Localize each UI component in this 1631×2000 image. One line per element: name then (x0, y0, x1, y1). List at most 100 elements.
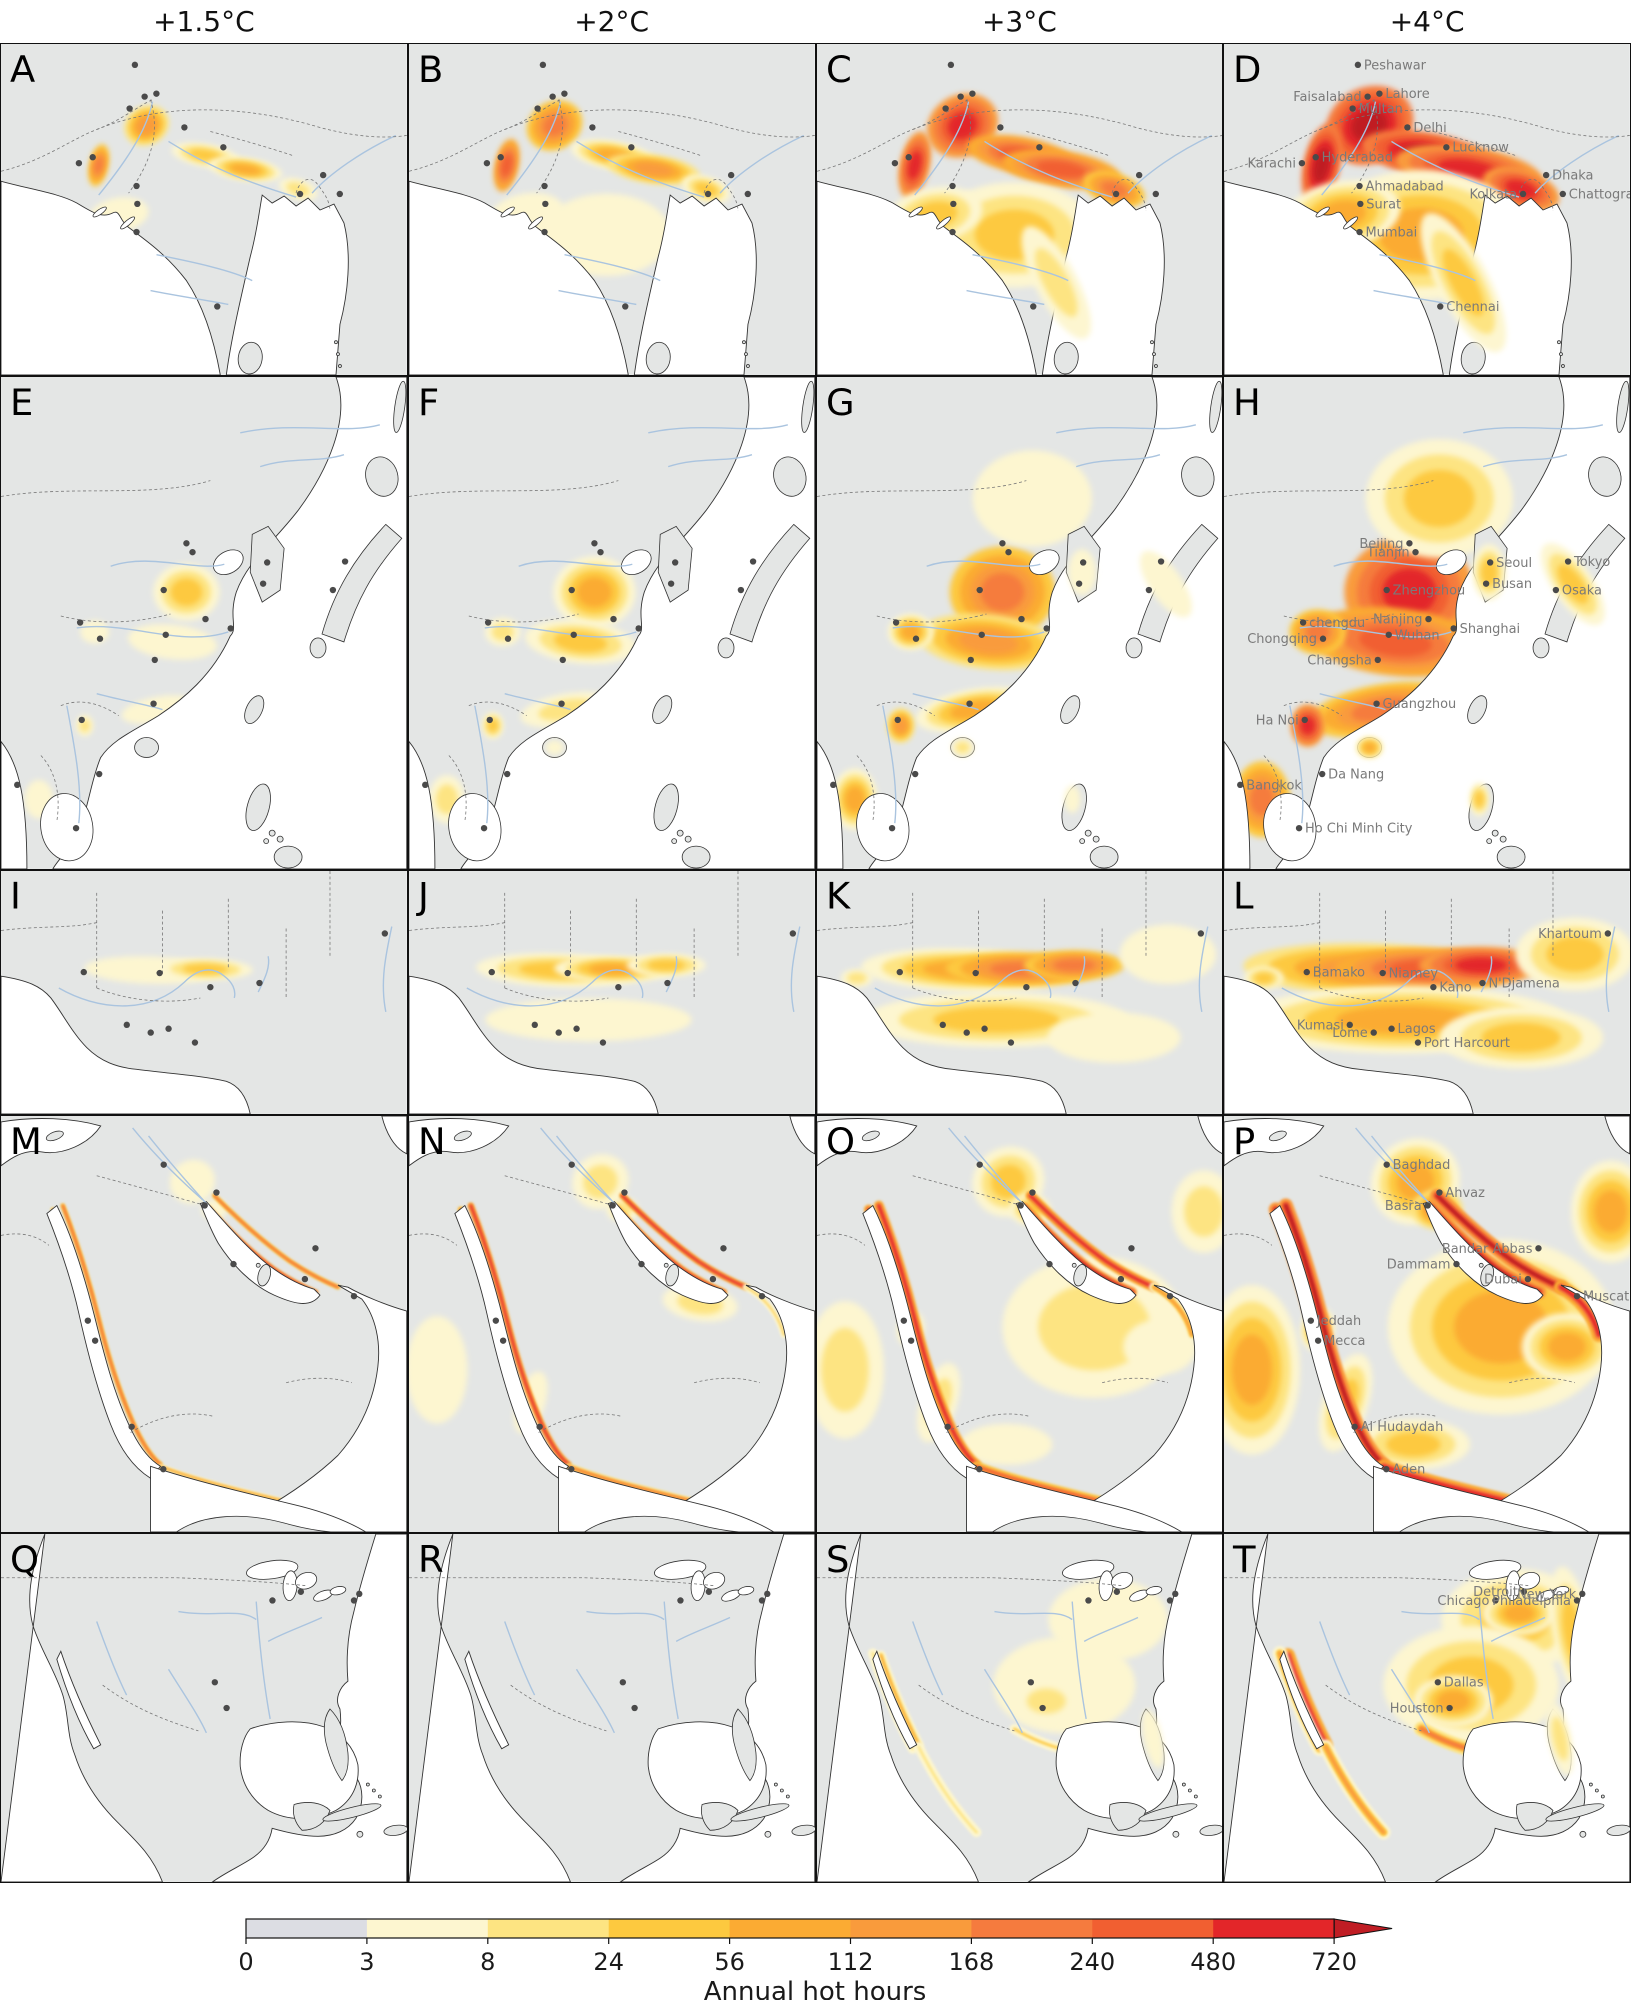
panel-T: Detroit New York Chicago Philadelphia Dallas… (1223, 1533, 1631, 1883)
city-dot (975, 1465, 982, 1473)
city-label: Dubai (1484, 1273, 1522, 1288)
city-dot (737, 586, 744, 594)
city-dot (1113, 1588, 1120, 1595)
city-dot (1604, 930, 1612, 937)
city-dot (905, 154, 912, 161)
city-dot (1045, 1260, 1053, 1268)
city-dot (227, 625, 234, 632)
city-dot (1385, 631, 1393, 638)
city-dot (1346, 1021, 1354, 1028)
panel-letter: T (1232, 1538, 1256, 1581)
city-dot (1437, 303, 1444, 310)
city-dot (947, 61, 954, 69)
city-dot (1300, 619, 1307, 626)
city-dot (541, 182, 548, 190)
city-dot (1364, 93, 1372, 100)
city-dot (704, 190, 711, 198)
city-dot (131, 61, 139, 69)
city-dot (1524, 1275, 1532, 1283)
city-dot (1383, 1465, 1390, 1473)
city-label: Al Hudaydah (1361, 1420, 1444, 1435)
city-label: Dammam (1387, 1258, 1451, 1273)
panel-letter: Q (10, 1538, 39, 1581)
city-dot (1434, 1679, 1442, 1686)
city-dot (84, 1317, 92, 1324)
city-dot (888, 824, 895, 832)
city-dot (1079, 559, 1086, 566)
column-title-3: +3°C (981, 5, 1057, 38)
city-dot (211, 1679, 219, 1686)
city-dot (1022, 983, 1030, 991)
city-label: Hyderabad (1322, 151, 1393, 166)
city-dot (1354, 61, 1362, 69)
city-dot (664, 979, 671, 987)
city-label: Jeddah (1316, 1314, 1361, 1329)
city-dot (621, 303, 629, 310)
city-dot (590, 540, 598, 547)
city-label: Lagos (1398, 1022, 1436, 1037)
city-dot (504, 635, 511, 642)
colorbar-segment (608, 1919, 731, 1938)
city-label: Karachi (1248, 157, 1296, 172)
city-label: Ho Chi Minh City (1305, 822, 1413, 837)
column-title-4: +4°C (1389, 5, 1465, 38)
city-dot (976, 1161, 983, 1168)
city-dot (80, 968, 87, 976)
city-dot (996, 124, 1004, 131)
colorbar-segment (729, 1919, 851, 1938)
city-dot (263, 559, 271, 566)
city-label: Houston (1390, 1701, 1444, 1716)
panel-P: Baghdad Ahvaz Basra Bandar Abbas Dammam Dubai… (1223, 1115, 1631, 1533)
panel-O: O (815, 1115, 1224, 1533)
city-dot (1404, 124, 1411, 131)
panel-letter: G (825, 381, 854, 424)
city-label: Guangzhou (1383, 697, 1457, 712)
city-dot (220, 144, 227, 151)
city-dot (1303, 968, 1311, 976)
panel-letter: B (418, 48, 443, 91)
city-label: Ahvaz (1446, 1186, 1486, 1201)
panel-C: C (815, 43, 1224, 376)
city-dot (1152, 190, 1159, 198)
city-dot (214, 303, 221, 310)
city-label: New York (1517, 1587, 1577, 1602)
panel-letter: N (418, 1120, 446, 1163)
colorbar-segment (366, 1919, 489, 1938)
city-dot (181, 124, 188, 131)
city-label: Wuhan (1395, 628, 1440, 643)
city-dot (1406, 540, 1413, 547)
city-dot (1492, 1597, 1499, 1604)
city-dot (1035, 144, 1043, 151)
city-dot (14, 781, 21, 789)
city-dot (677, 1597, 684, 1604)
city-label: Lome (1333, 1026, 1369, 1041)
city-dot (965, 700, 973, 707)
city-dot (350, 1597, 358, 1604)
city-dot (1127, 1245, 1135, 1252)
city-dot (998, 540, 1006, 547)
city-dot (1145, 586, 1152, 594)
city-dot (1453, 1260, 1460, 1268)
city-dot (256, 979, 263, 987)
city-dot (156, 969, 163, 977)
panel-letter: H (1233, 381, 1261, 424)
city-dot (1535, 1245, 1542, 1252)
city-dot (539, 61, 546, 69)
city-dot (336, 190, 343, 198)
city-dot (621, 1189, 628, 1196)
city-dot (588, 124, 596, 131)
city-dot (567, 1465, 575, 1473)
city-label: Baghdad (1393, 1158, 1451, 1173)
city-label: chengdu (1309, 616, 1365, 631)
colorbar-arrow (1333, 1918, 1393, 1939)
city-label: Chicago (1438, 1594, 1490, 1609)
city-dot (1320, 635, 1327, 642)
city-dot (949, 200, 957, 208)
city-label: Osaka (1562, 584, 1602, 599)
panel-F: F (407, 376, 816, 870)
colorbar-tick-label: 0 (238, 1948, 253, 1976)
city-dot (123, 1021, 130, 1028)
city-dot (213, 1189, 220, 1196)
city-dot (549, 93, 556, 100)
panel-S: S (815, 1533, 1224, 1883)
